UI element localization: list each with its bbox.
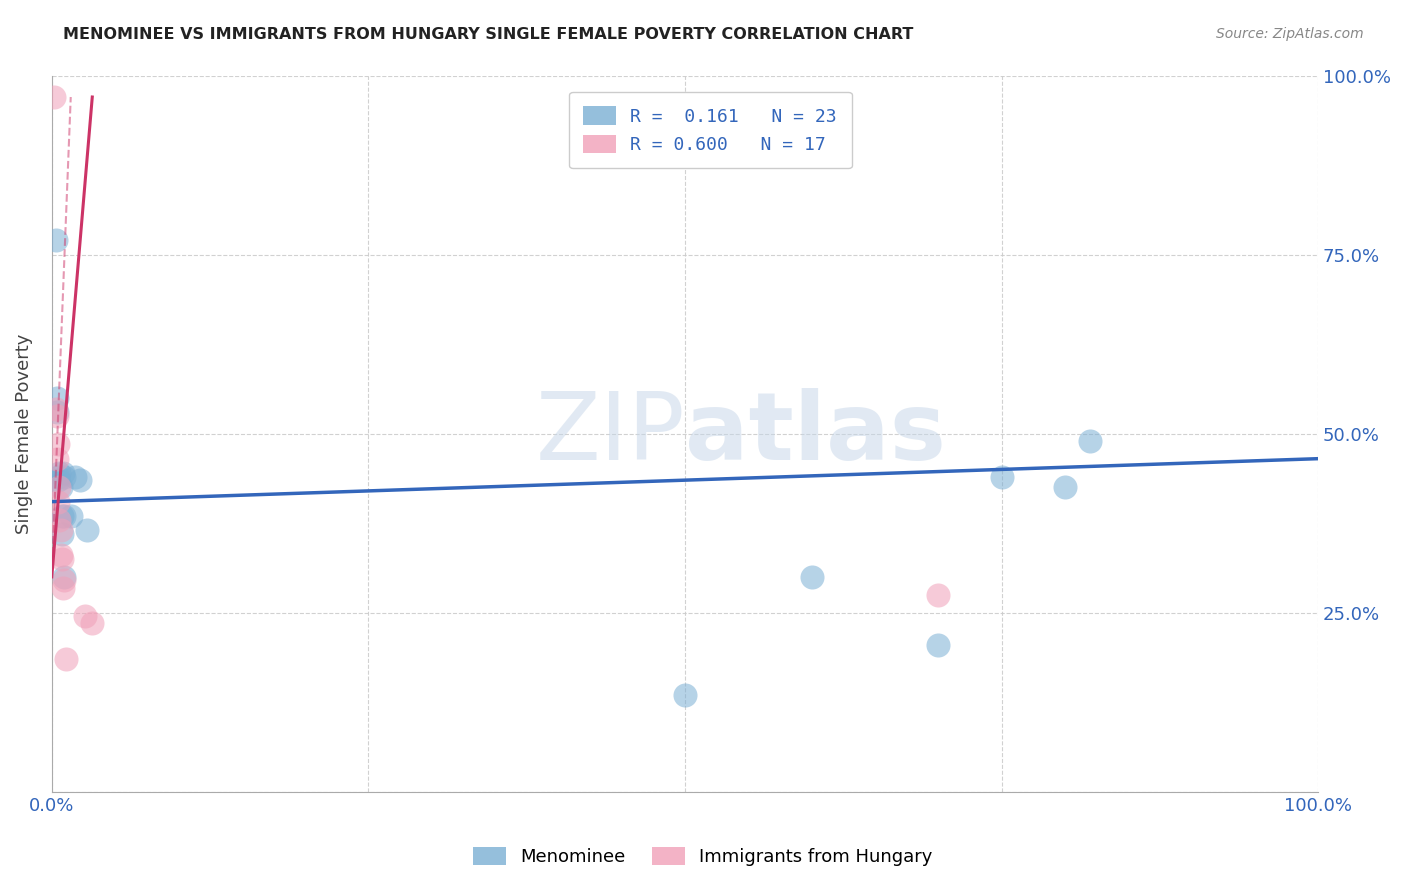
Point bbox=[55, 652, 77, 666]
Point bbox=[76, 523, 98, 537]
Point bbox=[52, 466, 75, 480]
Point bbox=[69, 473, 91, 487]
Point bbox=[49, 523, 72, 537]
Point bbox=[990, 469, 1012, 483]
Point bbox=[45, 401, 67, 416]
Point bbox=[51, 552, 73, 566]
Point bbox=[46, 473, 69, 487]
Point bbox=[53, 469, 76, 483]
Text: MENOMINEE VS IMMIGRANTS FROM HUNGARY SINGLE FEMALE POVERTY CORRELATION CHART: MENOMINEE VS IMMIGRANTS FROM HUNGARY SIN… bbox=[63, 27, 914, 42]
Point bbox=[48, 512, 70, 526]
Point bbox=[927, 638, 949, 652]
Legend: Menominee, Immigrants from Hungary: Menominee, Immigrants from Hungary bbox=[461, 834, 945, 879]
Point bbox=[927, 588, 949, 602]
Point bbox=[53, 570, 76, 584]
Point bbox=[48, 480, 70, 494]
Point bbox=[45, 391, 67, 405]
Point bbox=[49, 549, 72, 563]
Point bbox=[63, 469, 86, 483]
Legend: R =  0.161   N = 23, R = 0.600   N = 17: R = 0.161 N = 23, R = 0.600 N = 17 bbox=[569, 92, 852, 169]
Point bbox=[46, 494, 69, 508]
Text: ZIP: ZIP bbox=[536, 388, 685, 480]
Point bbox=[46, 437, 69, 451]
Point bbox=[45, 233, 67, 247]
Point bbox=[53, 508, 76, 523]
Y-axis label: Single Female Poverty: Single Female Poverty bbox=[15, 334, 32, 533]
Point bbox=[1053, 480, 1076, 494]
Point bbox=[51, 508, 73, 523]
Point bbox=[800, 570, 823, 584]
Point bbox=[52, 581, 75, 595]
Point bbox=[59, 508, 82, 523]
Point bbox=[45, 451, 67, 466]
Point bbox=[44, 90, 66, 104]
Point bbox=[45, 409, 67, 423]
Point bbox=[73, 609, 96, 624]
Point bbox=[45, 405, 67, 419]
Point bbox=[82, 616, 104, 631]
Text: Source: ZipAtlas.com: Source: ZipAtlas.com bbox=[1216, 27, 1364, 41]
Point bbox=[53, 574, 76, 588]
Point bbox=[1078, 434, 1101, 448]
Point bbox=[673, 688, 696, 702]
Point bbox=[49, 480, 72, 494]
Text: atlas: atlas bbox=[685, 388, 946, 480]
Point bbox=[46, 469, 69, 483]
Point bbox=[48, 466, 70, 480]
Point bbox=[51, 527, 73, 541]
